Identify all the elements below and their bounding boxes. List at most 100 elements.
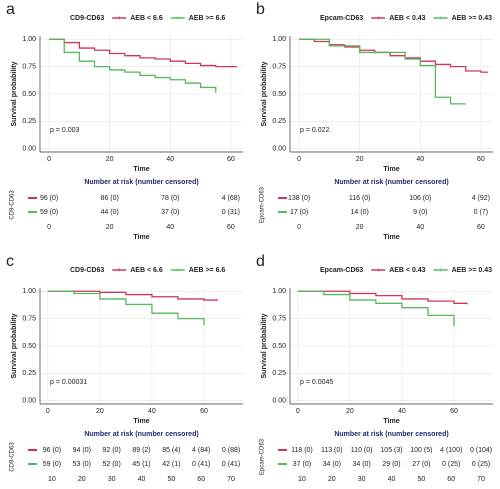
risk-x-tick-label: 20 [106, 224, 114, 231]
risk-x-label: Time [383, 234, 399, 241]
risk-x-tick-label: 70 [227, 476, 235, 483]
risk-x-tick-label: 50 [167, 476, 175, 483]
legend-cross: + [376, 267, 380, 274]
risk-cell: 0 (25) [442, 461, 460, 468]
risk-x-tick-label: 40 [138, 476, 146, 483]
y-tick-label: 0.50 [272, 343, 286, 350]
legend-title: CD9-CD63 [70, 15, 104, 22]
risk-cell: 14 (0) [351, 209, 369, 216]
risk-cell: 85 (4) [162, 447, 180, 454]
risk-title: Number at risk (number censored) [334, 431, 448, 438]
legend-label: AEB < 6.6 [130, 267, 163, 274]
survival-curve [47, 290, 218, 302]
risk-x-tick-label: 0 [47, 224, 51, 231]
y-tick-label: 1.00 [272, 36, 286, 43]
risk-cell: 9 (0) [413, 209, 427, 216]
risk-cell: 4 (92) [472, 195, 490, 202]
risk-cell: 0 (88) [222, 447, 240, 454]
risk-cell: 4 (84) [192, 447, 210, 454]
risk-cell: 37 (0) [293, 461, 311, 468]
survival-curve [47, 290, 205, 326]
risk-cell: 29 (0) [382, 461, 400, 468]
y-tick-label: 0.75 [272, 315, 286, 322]
x-tick-label: 40 [148, 408, 156, 415]
risk-x-tick-label: 60 [447, 476, 455, 483]
y-tick-label: 0.50 [22, 91, 36, 98]
x-axis-label: Time [383, 166, 399, 173]
annotation: p = 0.00031 [50, 379, 87, 386]
risk-y-label: CD9-CD63 [10, 190, 16, 220]
risk-cell: 116 (0) [349, 195, 371, 202]
risk-cell: 0 (31) [222, 209, 240, 216]
y-tick-label: 1.00 [22, 288, 36, 295]
risk-x-tick-label: 10 [298, 476, 306, 483]
risk-x-tick-label: 60 [477, 224, 485, 231]
risk-cell: 78 (0) [161, 195, 179, 202]
risk-title: Number at risk (number censored) [334, 179, 448, 186]
risk-cell: 52 (0) [102, 461, 120, 468]
legend-label: AEB >= 6.6 [189, 15, 226, 22]
x-tick-label: 40 [398, 408, 406, 415]
risk-cell: 37 (0) [161, 209, 179, 216]
risk-cell: 0 (7) [474, 209, 488, 216]
risk-cell: 86 (0) [101, 195, 119, 202]
x-tick-label: 20 [106, 156, 114, 163]
legend-cross: + [176, 267, 180, 274]
risk-x-tick-label: 20 [356, 224, 364, 231]
x-tick-label: 0 [46, 408, 50, 415]
panel-label: a [6, 1, 15, 18]
legend-label: AEB >= 0.43 [452, 267, 493, 274]
risk-y-label: CD9-CD63 [10, 442, 16, 472]
x-tick-label: 0 [297, 156, 301, 163]
x-tick-label: 40 [166, 156, 174, 163]
panel: a CD9-CD63 + AEB < 6.6 + AEB >= 6.6 0.00 0.25 0.… [6, 1, 243, 241]
survival-curve [49, 38, 237, 68]
panel-label: d [256, 253, 265, 270]
survival-curve [297, 290, 468, 305]
y-tick-label: 0.75 [22, 315, 36, 322]
y-tick-label: 0.25 [22, 370, 36, 377]
risk-cell: 110 (0) [351, 447, 373, 454]
y-tick-label: 0.25 [22, 118, 36, 125]
risk-cell: 45 (1) [132, 461, 150, 468]
survival-curve [299, 38, 466, 105]
risk-cell: 59 (0) [40, 209, 58, 216]
y-tick-label: 0.25 [272, 370, 286, 377]
y-tick-label: 0.00 [22, 146, 36, 153]
x-axis-label: Time [133, 418, 149, 425]
risk-cell: 53 (0) [73, 461, 91, 468]
risk-cell: 4 (68) [222, 195, 240, 202]
annotation: p = 0.003 [50, 127, 79, 134]
survival-curve [297, 290, 455, 327]
legend-label: AEB >= 0.43 [452, 15, 493, 22]
y-tick-label: 0.00 [22, 398, 36, 405]
x-tick-label: 40 [416, 156, 424, 163]
legend-cross: + [439, 15, 443, 22]
panel: c CD9-CD63 + AEB < 6.6 + AEB >= 6.6 0.00 0.25 0.… [6, 253, 243, 483]
risk-x-tick-label: 40 [166, 224, 174, 231]
survival-curve [49, 38, 217, 93]
x-tick-label: 60 [477, 156, 485, 163]
risk-cell: 94 (0) [73, 447, 91, 454]
y-axis-label: Survival probability [11, 61, 18, 126]
risk-x-tick-label: 40 [388, 476, 396, 483]
y-tick-label: 0.00 [272, 146, 286, 153]
y-tick-label: 0.75 [22, 63, 36, 70]
x-axis-label: Time [133, 166, 149, 173]
risk-cell: 34 (0) [352, 461, 370, 468]
panel: d Epcam-CD63 + AEB < 0.43 + AEB >= 0.43 0.00 0.… [256, 253, 493, 483]
legend-cross: + [117, 267, 121, 274]
legend-cross: + [176, 15, 180, 22]
risk-x-tick-label: 20 [328, 476, 336, 483]
risk-cell: 100 (5) [410, 447, 432, 454]
y-axis-label: Survival probability [261, 313, 268, 378]
risk-x-tick-label: 60 [197, 476, 205, 483]
risk-cell: 118 (0) [291, 447, 313, 454]
panel-label: c [6, 253, 14, 270]
x-tick-label: 60 [450, 408, 458, 415]
y-axis-label: Survival probability [261, 61, 268, 126]
legend-cross: + [117, 15, 121, 22]
risk-x-tick-label: 70 [477, 476, 485, 483]
x-tick-label: 0 [296, 408, 300, 415]
